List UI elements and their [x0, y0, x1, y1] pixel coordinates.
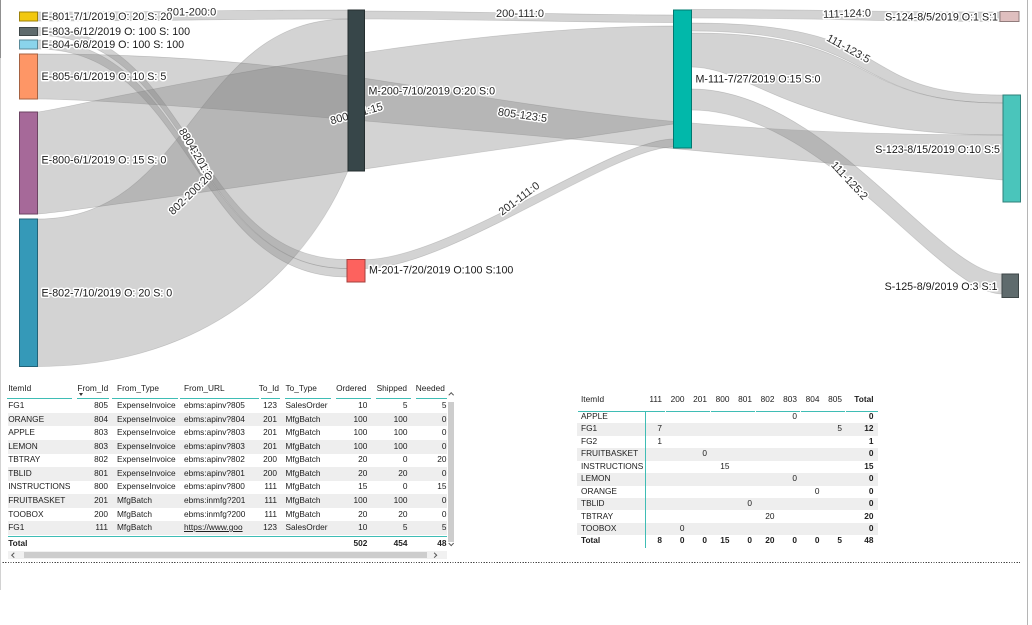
svg-text:M-111-7/27/2019 O:15 S:0: M-111-7/27/2019 O:15 S:0: [696, 74, 821, 86]
svg-text:E-803-6/12/2019 O: 100 S: 100: E-803-6/12/2019 O: 100 S: 100: [42, 26, 191, 38]
svg-text:E-802-7/10/2019 O: 20 S: 0: E-802-7/10/2019 O: 20 S: 0: [42, 288, 173, 300]
svg-text:200-111:0: 200-111:0: [496, 8, 544, 20]
svg-text:E-800-6/1/2019 O: 15 S: 0: E-800-6/1/2019 O: 15 S: 0: [42, 155, 167, 167]
svg-text:E-805-6/1/2019 O: 10 S: 5: E-805-6/1/2019 O: 10 S: 5: [42, 71, 167, 83]
svg-text:S-123-8/15/2019 O:10 S:5: S-123-8/15/2019 O:10 S:5: [875, 144, 1000, 156]
svg-text:E-801-7/1/2019 O: 20 S: 20: E-801-7/1/2019 O: 20 S: 20: [42, 11, 173, 23]
svg-text:M-200-7/10/2019 O:20 S:0: M-200-7/10/2019 O:20 S:0: [369, 86, 496, 98]
svg-text:S-124-8/5/2019 O:1 S:1: S-124-8/5/2019 O:1 S:1: [885, 12, 998, 24]
svg-text:S-125-8/9/2019 O:3 S:1: S-125-8/9/2019 O:3 S:1: [885, 281, 998, 293]
svg-text:M-201-7/20/2019 O:100 S:100: M-201-7/20/2019 O:100 S:100: [369, 265, 513, 277]
svg-text:111-124:0: 111-124:0: [823, 7, 871, 21]
svg-text:801-200:0: 801-200:0: [167, 7, 217, 19]
svg-text:E-804-6/8/2019 O: 100 S: 100: E-804-6/8/2019 O: 100 S: 100: [42, 39, 185, 51]
